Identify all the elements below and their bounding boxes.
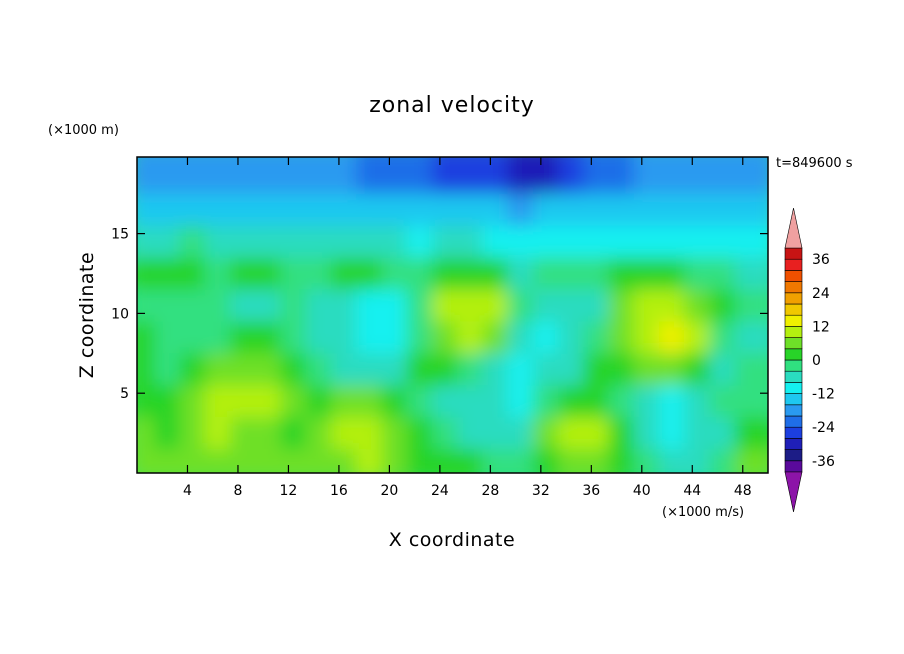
- x-tick-label: 44: [683, 483, 701, 499]
- colorbar-swatch: [784, 337, 803, 350]
- x-tick-label: 8: [233, 483, 242, 499]
- x-tick-label: 24: [431, 483, 449, 499]
- colorbar-swatch: [784, 270, 803, 282]
- y-tick-label: 5: [120, 386, 129, 402]
- x-tick-label: 48: [734, 483, 752, 499]
- colorbar-swatch: [784, 348, 803, 361]
- colorbar-swatch: [784, 370, 803, 383]
- x-tick-label: 4: [183, 483, 192, 499]
- y-axis-label: Z coordinate: [76, 252, 98, 378]
- colorbar-under-triangle: [784, 471, 803, 513]
- colorbar-tick-label: 24: [812, 286, 830, 302]
- plot-frame: [136, 156, 769, 474]
- x-tick-label: 28: [481, 483, 499, 499]
- colorbar-swatch: [784, 326, 803, 338]
- colorbar-swatch: [784, 382, 803, 394]
- y-tick-label: 15: [111, 227, 129, 243]
- time-label: t=849600 s: [776, 156, 853, 171]
- x-axis-label: X coordinate: [389, 529, 515, 551]
- x-tick-label: 16: [330, 483, 348, 499]
- colorbar-swatch: [784, 415, 803, 428]
- x-tick-label: 12: [280, 483, 298, 499]
- heatmap-cell: [734, 157, 768, 194]
- colorbar-tick-label: -36: [812, 454, 835, 470]
- y-unit-label: (×1000 m): [48, 123, 119, 138]
- colorbar-tick-label: -24: [812, 420, 835, 436]
- heatmap-field: [137, 157, 768, 473]
- colorbar-tick-label: 36: [812, 252, 830, 268]
- x-tick-label: 40: [633, 483, 651, 499]
- colorbar-swatch: [784, 460, 803, 473]
- colorbar-tick-label: 12: [812, 319, 830, 335]
- colorbar-swatch: [784, 303, 803, 316]
- colorbar-swatch: [784, 438, 803, 450]
- colorbar-swatch: [784, 258, 803, 271]
- y-axis: 5 10 15: [111, 227, 768, 402]
- x-tick-label: 36: [582, 483, 600, 499]
- colorbar-swatch: [784, 404, 803, 417]
- x-unit-label: (×1000 m/s): [662, 505, 744, 520]
- colorbar-swatch: [784, 426, 803, 439]
- x-tick-label: 20: [380, 483, 398, 499]
- colorbar-swatch: [784, 393, 803, 406]
- x-tick-label: 32: [532, 483, 550, 499]
- colorbar-swatch: [784, 292, 803, 305]
- colorbar-tick-label: 0: [812, 353, 821, 369]
- colorbar-tick-label: -12: [812, 387, 835, 403]
- colorbar-swatch: [784, 247, 803, 260]
- colorbar-over-triangle: [784, 207, 803, 249]
- x-axis: 4 8 12 16 20 24 28 32 36 40 44 48: [183, 157, 752, 499]
- colorbar-swatch: [784, 359, 803, 372]
- colorbar: 36 24 12 0 -12 -24 -36: [784, 207, 835, 513]
- y-tick-label: 10: [111, 306, 129, 322]
- colorbar-swatch: [784, 314, 803, 327]
- chart-title: zonal velocity: [369, 93, 535, 118]
- colorbar-swatch: [784, 449, 803, 462]
- colorbar-swatch: [784, 281, 803, 294]
